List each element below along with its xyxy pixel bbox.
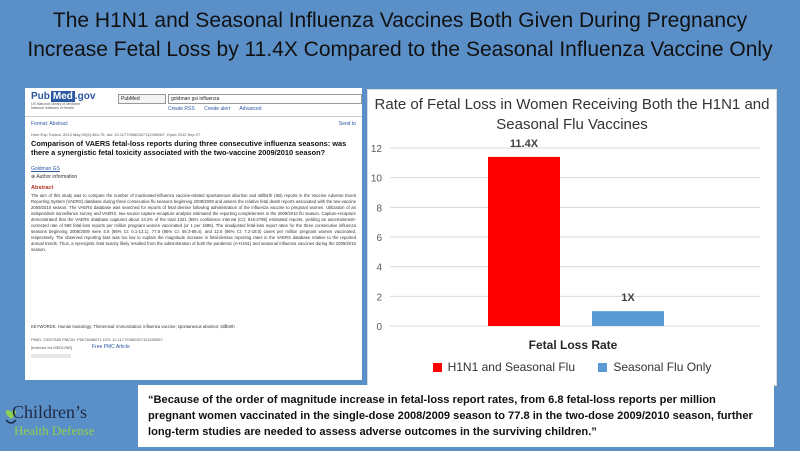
y-tick-label: 8 <box>376 203 382 214</box>
article-title: Comparison of VAERS fetal-loss reports d… <box>31 139 347 157</box>
bar-seasonal-only <box>592 311 664 326</box>
data-label: 11.4X <box>510 138 539 150</box>
legend-item-h1n1-and-seasonal: H1N1 and Seasonal Flu <box>432 360 575 374</box>
pubmed-header: Pub Med .gov US National Library of Medici… <box>25 88 362 117</box>
pubmed-article-screenshot: Pub Med .gov US National Library of Medici… <box>25 88 362 380</box>
legend-label-seasonal-only: Seasonal Flu Only <box>613 360 712 374</box>
keywords: KEYWORDS: Human toxicology; Thimerosal; … <box>31 324 235 329</box>
search-links: Create RSS Create alert Advanced <box>168 106 270 112</box>
headline-line-1: The H1N1 and Seasonal Influenza Vaccines… <box>52 9 748 32</box>
logo-text-childrens: Children’s <box>12 402 87 422</box>
legend-swatch-blue <box>598 363 608 372</box>
chart-title: Rate of Fetal Loss in Women Receiving Bo… <box>374 96 770 133</box>
y-tick-label: 4 <box>376 263 382 274</box>
create-rss-link[interactable]: Create RSS <box>168 106 195 112</box>
legend-swatch-red <box>432 363 442 372</box>
chart-legend: H1N1 and Seasonal Flu Seasonal Flu Only <box>368 360 776 374</box>
free-pmc-article-link[interactable]: Free PMC Article <box>92 344 130 350</box>
author-link[interactable]: Goldman GS <box>31 166 60 172</box>
advanced-link[interactable]: Advanced <box>239 106 262 112</box>
data-label: 1X <box>621 292 635 304</box>
legend-item-seasonal-only: Seasonal Flu Only <box>598 360 711 374</box>
author-information-label: Author information <box>36 174 78 180</box>
pmid-line: PMID: 23027830 PMCID: PMC3686071 DOI: 10… <box>31 337 163 342</box>
citation: Hum Exp Toxicol. 2013 May;32(5):464-75. … <box>31 132 202 137</box>
quote-box: “Because of the order of magnitude incre… <box>138 385 774 447</box>
bar-chart: Rate of Fetal Loss in Women Receiving Bo… <box>367 89 777 386</box>
x-axis-label: Fetal Loss Rate <box>529 338 618 352</box>
abstract-heading: Abstract <box>31 185 54 191</box>
placeholder-bar <box>31 354 71 358</box>
headline-line-2: Increase Fetal Loss by 11.4X Compared to… <box>27 38 773 61</box>
y-tick-label: 2 <box>376 292 382 303</box>
format-selector[interactable]: Format: Abstract <box>31 121 68 127</box>
childrens-health-defense-logo: Children’s Health Defense <box>4 402 134 448</box>
search-input[interactable]: goldman gsi influenza <box>168 94 362 104</box>
send-to-menu[interactable]: Send to <box>338 121 356 127</box>
create-alert-link[interactable]: Create alert <box>204 106 231 112</box>
chart-svg: 0 2 4 6 8 10 12 11.4X 1X Fetal Loss Rate <box>371 138 760 352</box>
y-tick-label: 0 <box>376 322 382 333</box>
y-tick-label: 10 <box>371 174 383 185</box>
bar-h1n1-and-seasonal <box>488 156 560 326</box>
logo-text-health-defense: Health Defense <box>14 423 95 438</box>
hand-heart-icon <box>5 410 17 424</box>
headline: The H1N1 and Seasonal Influenza Vaccines… <box>0 6 800 64</box>
pubmed-logo-subtitle: US National Library of Medicine National… <box>31 102 81 110</box>
author-information-toggle[interactable]: ⊕ Author information <box>31 174 78 180</box>
database-select[interactable]: PubMed <box>118 94 166 104</box>
y-tick-label: 12 <box>371 144 383 155</box>
indexed-note: [Indexed for MEDLINE] <box>31 345 73 350</box>
legend-label-h1n1-and-seasonal: H1N1 and Seasonal Flu <box>447 360 575 374</box>
abstract-body: The aim of this study was to compare the… <box>31 193 356 252</box>
y-tick-label: 6 <box>376 233 382 244</box>
pubmed-logo: Pub Med .gov <box>31 91 96 102</box>
